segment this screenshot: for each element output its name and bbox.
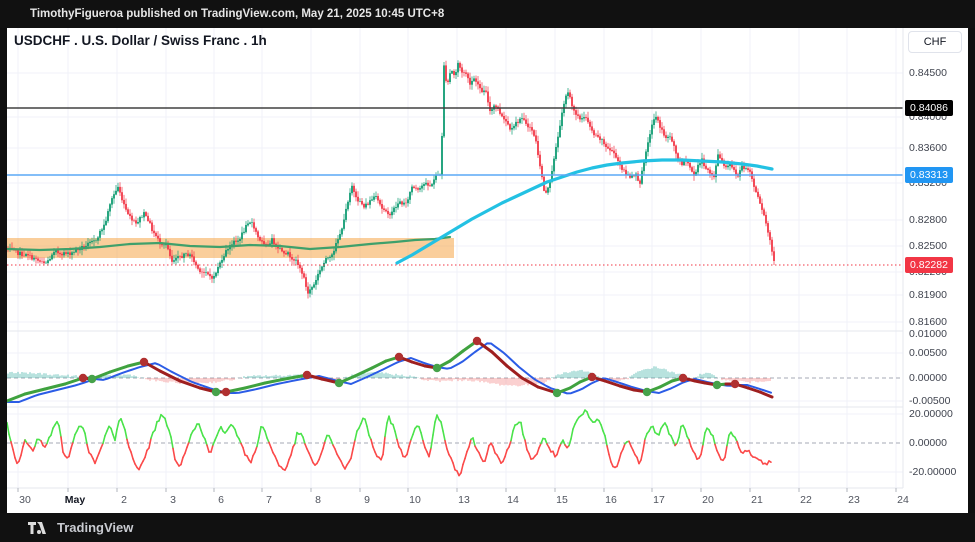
time-axis-label: 15 [556,494,568,506]
price-axis-label: 0.81600 [909,316,947,328]
price-axis-label: 0.82500 [909,240,947,252]
time-axis-label: 21 [751,494,763,506]
price-badge: 0.84086 [905,100,953,116]
brand-name[interactable]: TradingView [57,520,134,535]
price-badge: 0.83313 [905,167,953,183]
time-axis-label: 24 [897,494,909,506]
price-axis-label: 0.00000 [909,372,947,384]
time-axis-label: 8 [315,494,321,506]
time-axis-label: 16 [605,494,617,506]
tradingview-logo-icon[interactable] [28,521,50,535]
price-axis-label: 20.00000 [909,408,953,420]
price-axis-label: 0.81900 [909,289,947,301]
price-axis[interactable]: 0.84500 0.84000 0.83600 0.83200 0.82800 0.825… [903,28,968,488]
footer-bar: TradingView [0,513,975,542]
time-axis-label: 22 [800,494,812,506]
price-axis-label: -0.00500 [909,395,951,407]
chart-canvas[interactable] [7,28,968,513]
time-axis-label: 14 [507,494,519,506]
price-axis-label: 0.84500 [909,67,947,79]
time-axis-label: 7 [266,494,272,506]
price-axis-label: 0.00000 [909,437,947,449]
time-axis[interactable]: 30 May 2 3 6 7 8 9 10 13 14 15 16 17 20 21 22 23 24 [7,488,909,513]
price-axis-label: 0.01000 [909,328,947,340]
time-axis-label: 17 [653,494,665,506]
time-axis-label: 13 [458,494,470,506]
price-axis-label: 0.82800 [909,214,947,226]
chart-graphics [7,28,904,492]
time-axis-label: May [64,494,86,506]
price-axis-label: -20.00000 [909,466,957,478]
time-axis-label: 3 [170,494,176,506]
time-axis-label: 23 [848,494,860,506]
publish-header: TimothyFigueroa published on TradingView… [0,0,975,28]
currency-toggle-button[interactable]: CHF [908,31,962,53]
price-axis-label: 0.00500 [909,347,947,359]
time-axis-label: 9 [364,494,370,506]
time-axis-label: 10 [409,494,421,506]
time-axis-label: 6 [218,494,224,506]
symbol-title: USDCHF . U.S. Dollar / Swiss Franc . 1h [14,33,267,48]
price-axis-label: 0.83600 [909,142,947,154]
time-axis-label: 2 [121,494,127,506]
price-badge: 0.82282 [905,257,953,273]
time-axis-label: 20 [702,494,714,506]
time-axis-label: 30 [19,494,31,506]
publish-text: TimothyFigueroa published on TradingView… [30,8,445,20]
